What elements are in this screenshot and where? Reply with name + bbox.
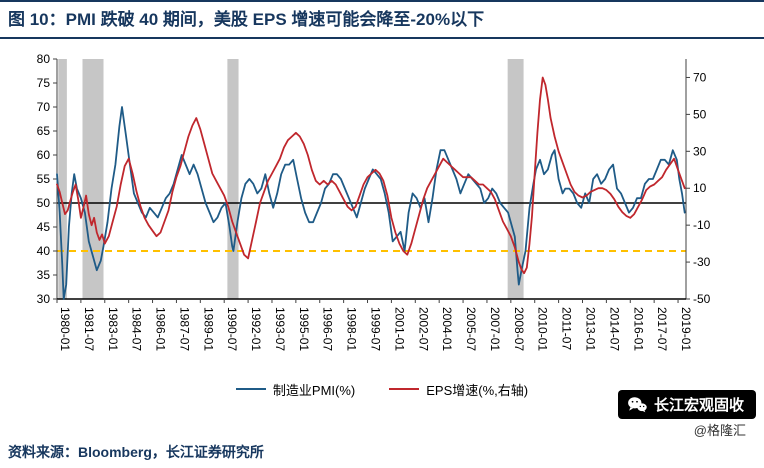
x-axis-label: 2002-07 bbox=[416, 307, 430, 351]
recession-band bbox=[507, 59, 524, 299]
x-axis-label: 1984-07 bbox=[130, 307, 144, 351]
left-axis-label: 75 bbox=[37, 76, 51, 90]
x-axis-label: 1987-07 bbox=[177, 307, 191, 351]
x-axis-label: 2014-07 bbox=[607, 307, 621, 351]
x-axis-label: 1995-01 bbox=[297, 307, 311, 351]
x-axis-label: 2001-01 bbox=[392, 307, 406, 351]
right-axis-label: 50 bbox=[693, 107, 707, 121]
x-axis-label: 2013-01 bbox=[583, 307, 597, 351]
right-axis-label: -10 bbox=[693, 218, 711, 232]
left-axis-label: 30 bbox=[37, 292, 51, 306]
x-axis-label: 2016-01 bbox=[631, 307, 645, 351]
x-axis-label: 2005-07 bbox=[464, 307, 478, 351]
right-axis-label: 70 bbox=[693, 70, 707, 84]
x-axis-label: 1989-01 bbox=[201, 307, 215, 351]
x-axis-label: 1992-01 bbox=[249, 307, 263, 351]
x-axis-label: 2007-01 bbox=[488, 307, 502, 351]
recession-band bbox=[227, 59, 239, 299]
x-axis-label: 1996-07 bbox=[321, 307, 335, 351]
right-axis-label: 30 bbox=[693, 144, 707, 158]
left-axis-label: 55 bbox=[37, 172, 51, 186]
eps-line-swatch bbox=[389, 388, 420, 390]
watermark-handle: @格隆汇 bbox=[693, 423, 746, 438]
recession-band bbox=[58, 59, 67, 299]
left-axis-label: 65 bbox=[37, 124, 51, 138]
watermark-badge: 长江宏观固收 bbox=[617, 390, 756, 419]
x-axis-label: 2010-01 bbox=[536, 307, 550, 351]
footer: 长江宏观固收 @格隆汇 资料来源：Bloomberg，长江证券研究所 bbox=[0, 390, 764, 468]
pmi-eps-line-chart: 30 35 40 45 50 55 60 65 70 75 80 -50 -30 -10 10 30 50 70 1… bbox=[37, 52, 711, 351]
legend-label-eps: EPS增速(%,右轴) bbox=[426, 382, 529, 398]
figure-title: 图 10：PMI 跌破 40 期间，美股 EPS 增速可能会降至-20%以下 bbox=[0, 0, 764, 39]
eps-series-line bbox=[56, 76, 686, 275]
x-axis-label: 2019-01 bbox=[679, 307, 693, 351]
x-axis-label: 1999-07 bbox=[369, 307, 383, 351]
x-axis-label: 2004-01 bbox=[440, 307, 454, 351]
legend-item-pmi: 制造业PMI(%) bbox=[235, 380, 356, 399]
left-axis-label: 70 bbox=[37, 100, 51, 114]
x-axis-label: 1980-01 bbox=[58, 307, 72, 351]
right-axis-label: -30 bbox=[693, 255, 711, 269]
left-axis-label: 45 bbox=[37, 220, 51, 234]
x-axis-label: 2011-07 bbox=[560, 307, 574, 350]
x-axis-label: 1998-01 bbox=[345, 307, 359, 351]
wechat-icon bbox=[627, 396, 647, 413]
x-axis-label: 1990-07 bbox=[225, 307, 239, 351]
legend-item-eps: EPS增速(%,右轴) bbox=[389, 380, 528, 399]
left-axis-label: 60 bbox=[37, 148, 51, 162]
watermark-row: 长江宏观固收 @格隆汇 bbox=[0, 390, 764, 439]
pmi-line-swatch bbox=[235, 388, 266, 390]
pmi-series-line bbox=[56, 106, 686, 300]
source-note: 资料来源：Bloomberg，长江证券研究所 bbox=[8, 444, 264, 460]
chart-legend: 制造业PMI(%) EPS增速(%,右轴) bbox=[0, 377, 764, 401]
x-axis-label: 1993-07 bbox=[273, 307, 287, 351]
x-axis-label: 2008-07 bbox=[512, 307, 526, 351]
left-axis-label: 40 bbox=[37, 244, 51, 258]
left-axis-label: 80 bbox=[37, 52, 51, 66]
x-axis-label: 1983-01 bbox=[106, 307, 120, 351]
left-axis-label: 35 bbox=[37, 268, 51, 282]
right-axis-label: -50 bbox=[693, 292, 711, 306]
left-axis-label: 50 bbox=[37, 196, 51, 210]
x-axis-label: 2017-07 bbox=[655, 307, 669, 351]
right-axis-label: 10 bbox=[693, 181, 707, 195]
legend-label-pmi: 制造业PMI(%) bbox=[272, 382, 356, 398]
x-axis-label: 1986-01 bbox=[154, 307, 168, 351]
watermark-name: 长江宏观固收 bbox=[653, 397, 744, 414]
x-axis-label: 1981-07 bbox=[82, 307, 96, 351]
